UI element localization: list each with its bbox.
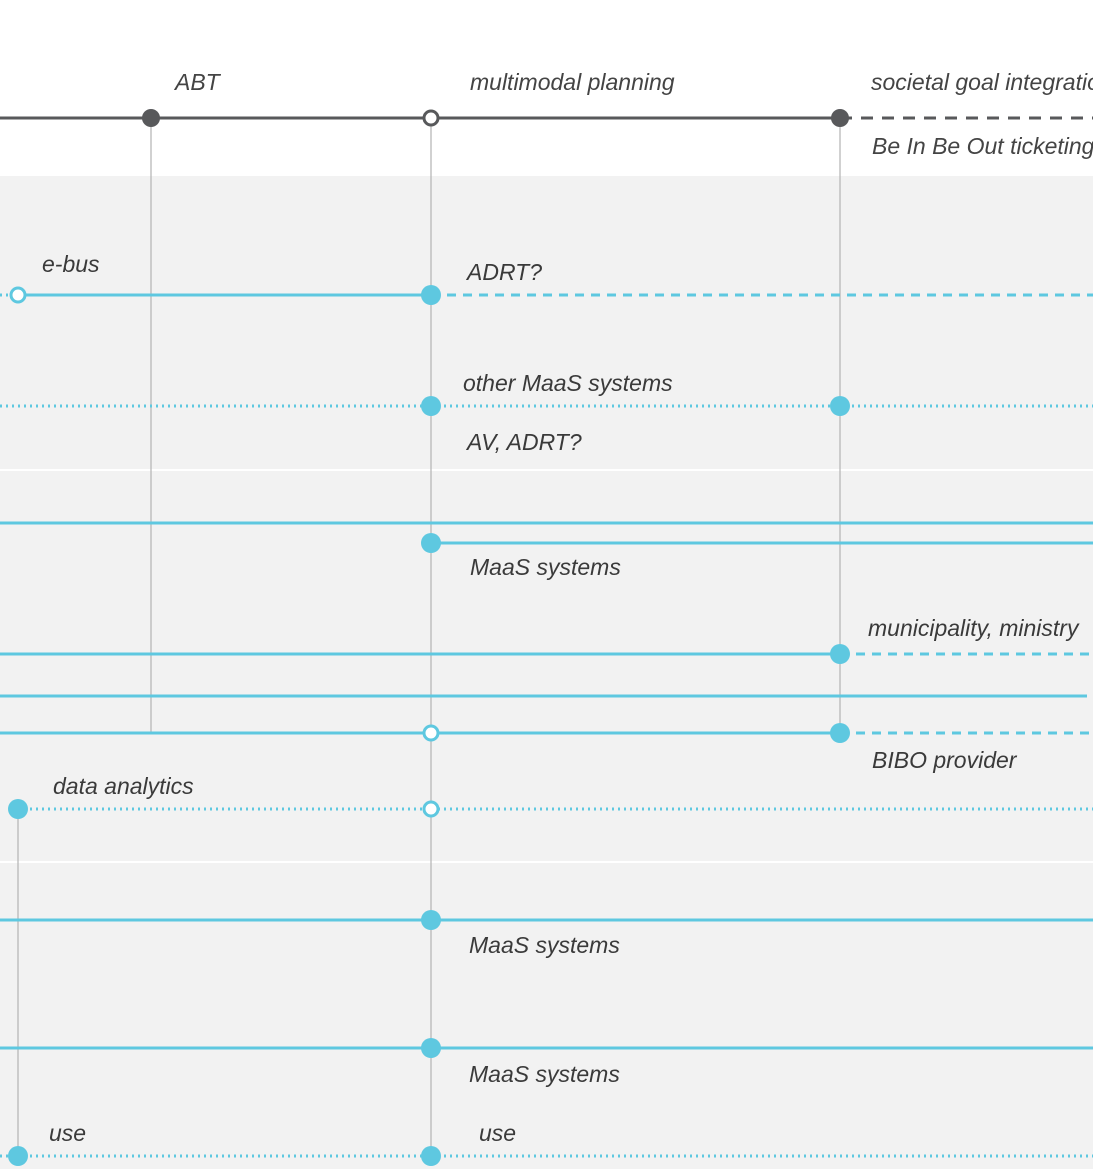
milestone-municipality: [830, 644, 850, 664]
milestone-data-analytics-hollow: [422, 800, 440, 818]
milestone-adrt: [421, 285, 441, 305]
label-maas-1: MaaS systems: [470, 554, 621, 580]
label-municipality: municipality, ministry: [868, 615, 1080, 641]
label-maas-3: MaaS systems: [469, 1061, 620, 1087]
milestone-maas-1: [421, 533, 441, 553]
milestone-multimodal: [422, 109, 440, 127]
label-societal: societal goal integration: [871, 69, 1093, 95]
milestone-other-maas: [421, 396, 441, 416]
label-multimodal: multimodal planning: [470, 69, 675, 95]
label-bibo-provider: BIBO provider: [872, 747, 1018, 773]
label-av-adrt: AV, ADRT?: [465, 429, 582, 455]
label-use-left: use: [49, 1120, 86, 1146]
milestone-maas-3: [421, 1038, 441, 1058]
milestone-data-analytics: [8, 799, 28, 819]
label-abt: ABT: [173, 69, 222, 95]
label-data-analytics: data analytics: [53, 773, 194, 799]
actor-panel: [0, 176, 1093, 1169]
milestone-maas-2: [421, 910, 441, 930]
label-bibo-ticketing: Be In Be Out ticketing: [872, 133, 1093, 159]
milestone-use-left: [8, 1146, 28, 1166]
label-use-right: use: [479, 1120, 516, 1146]
milestone-ebus: [9, 286, 27, 304]
label-ebus: e-bus: [42, 251, 100, 277]
milestone-bibo-provider: [830, 723, 850, 743]
label-other-maas: other MaaS systems: [463, 370, 673, 396]
label-maas-2: MaaS systems: [469, 932, 620, 958]
milestone-other-maas-2: [830, 396, 850, 416]
milestone-use-right: [421, 1146, 441, 1166]
milestone-societal: [831, 109, 849, 127]
milestone-abt: [142, 109, 160, 127]
milestone-bibo-hollow: [422, 724, 440, 742]
label-adrt: ADRT?: [465, 259, 542, 285]
